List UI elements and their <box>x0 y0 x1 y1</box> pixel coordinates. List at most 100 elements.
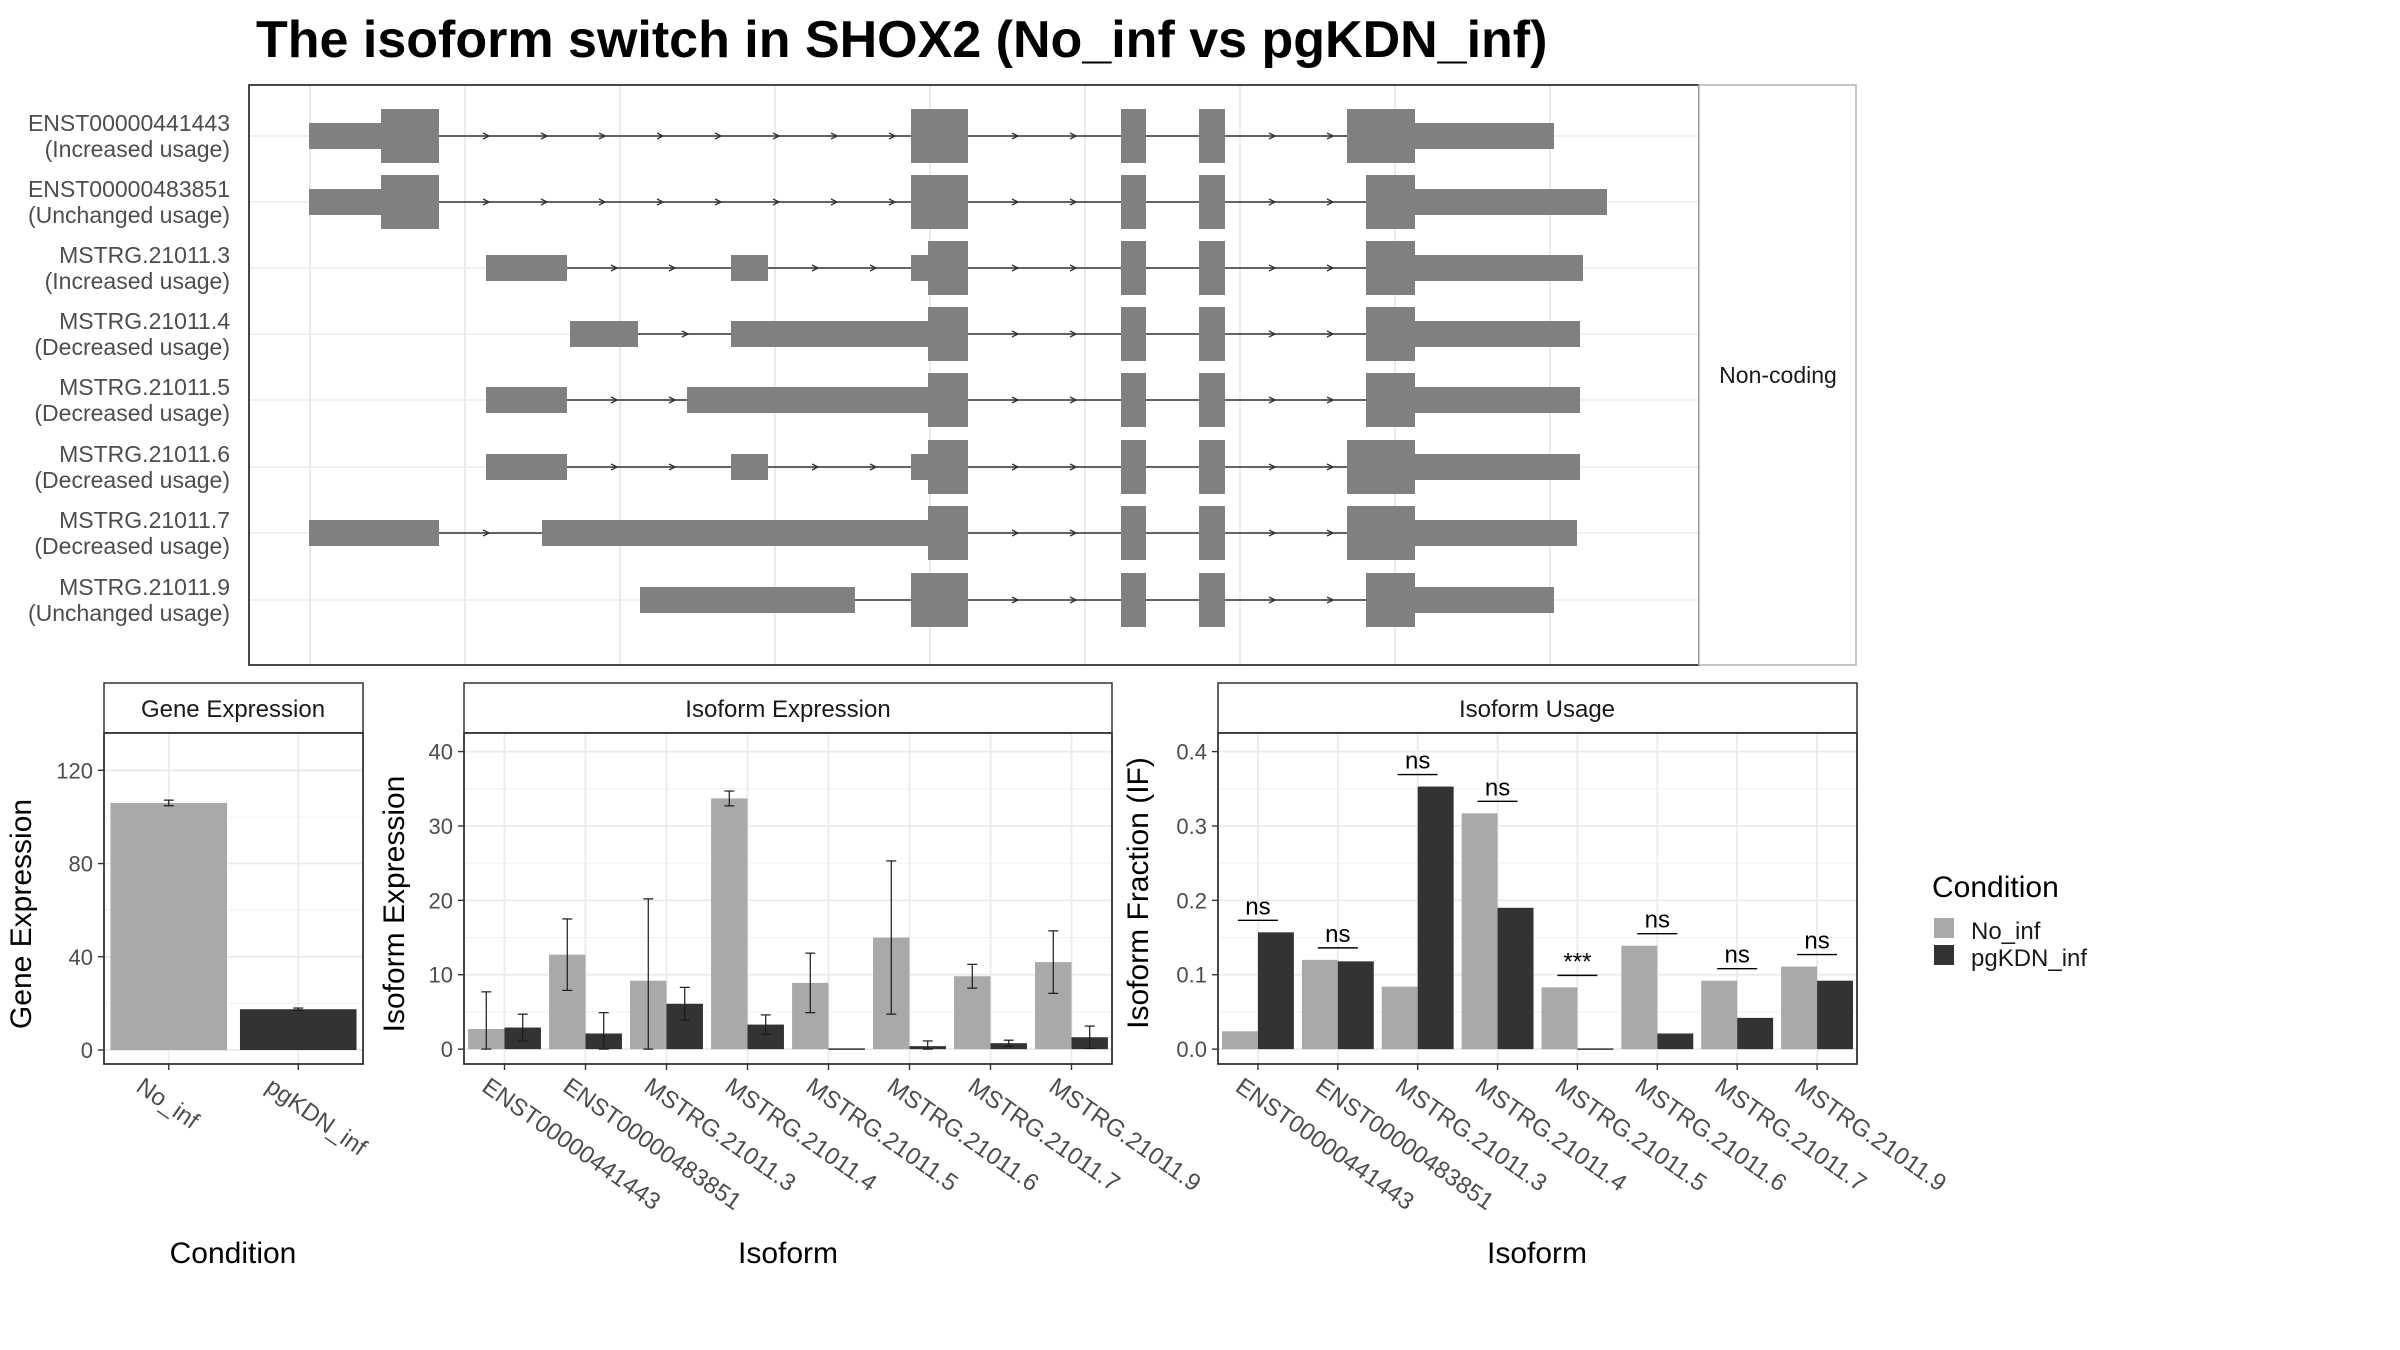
bar-pgkdn-inf <box>1737 1017 1774 1050</box>
isoform-track <box>486 440 1580 494</box>
exon-block <box>1199 175 1225 229</box>
isoform-row-name: MSTRG.21011.7 <box>59 507 230 533</box>
bar-pgkdn-inf <box>1417 786 1454 1050</box>
isoform-expression-strip <box>463 682 1113 734</box>
intron-direction-arrow <box>888 198 897 206</box>
y-tick-label: 120 <box>56 758 93 783</box>
exon-block <box>640 587 855 613</box>
exon-block <box>928 506 968 560</box>
plot-border <box>1217 732 1858 1065</box>
bar-no-inf <box>1701 980 1738 1050</box>
significance-label: ns <box>1645 907 1670 934</box>
exon-block <box>1199 241 1225 295</box>
significance-label: ns <box>1804 928 1829 955</box>
exon-block <box>928 440 968 494</box>
intron-direction-arrow <box>1011 198 1020 206</box>
gene-expression-ylabel: Gene Expression <box>5 799 38 1029</box>
exon-block <box>731 454 768 480</box>
intron-direction-arrow <box>610 264 619 272</box>
y-tick-label: 0.2 <box>1176 888 1207 913</box>
legend-label-pgkdn-inf: pgKDN_inf <box>1971 945 2087 972</box>
exon-block <box>1412 255 1583 281</box>
intron-direction-arrow <box>1011 529 1020 537</box>
isoform-row-name: MSTRG.21011.4 <box>59 308 230 334</box>
isoform-row-status: (Decreased usage) <box>34 533 230 559</box>
y-tick-label: 10 <box>429 963 453 988</box>
intron-direction-arrow <box>610 396 619 404</box>
intron-direction-arrow <box>1069 264 1078 272</box>
y-tick-label: 0.3 <box>1176 814 1207 839</box>
intron-direction-arrow <box>656 198 665 206</box>
isoform-usage-ylabel: Isoform Fraction (IF) <box>1122 757 1155 1029</box>
exon-block <box>1366 573 1415 627</box>
isoform-track <box>309 175 1607 229</box>
intron-direction-arrow <box>1069 132 1078 140</box>
bar-no-inf <box>1221 1031 1258 1050</box>
structure-facet-strip <box>1698 84 1857 666</box>
isoform-usage-title: Isoform Usage <box>1459 696 1615 723</box>
intron-direction-arrow <box>1011 463 1020 471</box>
y-tick-label: 0.1 <box>1176 963 1207 988</box>
intron-direction-arrow <box>668 463 677 471</box>
structure-panel-background <box>249 85 1699 665</box>
gene-expression-xlabel: Condition <box>170 1237 297 1270</box>
intron-direction-arrow <box>714 198 723 206</box>
exon-block <box>1199 573 1225 627</box>
intron-direction-arrow <box>610 463 619 471</box>
intron-direction-arrow <box>869 463 878 471</box>
structure-row-labels: ENST00000441443(Increased usage)ENST0000… <box>28 110 230 626</box>
exon-block <box>486 255 567 281</box>
exon-block <box>1412 454 1580 480</box>
exon-block <box>1412 189 1607 215</box>
x-tick-label: No_inf <box>131 1073 204 1135</box>
exon-block <box>1366 373 1415 427</box>
isoform-row-name: ENST00000483851 <box>28 176 230 202</box>
isoform-row-status: (Unchanged usage) <box>28 600 230 626</box>
intron-direction-arrow <box>1011 596 1020 604</box>
exon-block <box>381 175 439 229</box>
bar-pgkdn-inf <box>1657 1033 1694 1050</box>
isoform-expression-ylabel: Isoform Expression <box>378 776 411 1033</box>
intron-direction-arrow <box>1268 463 1277 471</box>
isoform-expression-plot: 010203040ENST00000441443ENST00000483851M… <box>429 732 1206 1216</box>
legend-key-pgkdn-inf <box>1934 945 1954 965</box>
intron-direction-arrow <box>1268 529 1277 537</box>
isoform-track <box>640 573 1554 627</box>
exon-block <box>1199 440 1225 494</box>
exon-block <box>309 189 384 215</box>
bar-no-inf <box>1461 813 1498 1050</box>
intron-direction-arrow <box>1069 529 1078 537</box>
bar-no-inf <box>1541 987 1578 1050</box>
exon-block <box>1366 241 1415 295</box>
bar-pgkdn-inf <box>1337 961 1374 1050</box>
intron-direction-arrow <box>772 198 781 206</box>
isoform-usage-xlabel: Isoform <box>1487 1237 1587 1270</box>
exon-block <box>1366 175 1415 229</box>
bar-no-inf <box>711 798 748 1050</box>
y-tick-label: 40 <box>429 740 453 765</box>
bar-pgkdn-inf <box>1497 907 1534 1050</box>
intron-direction-arrow <box>1069 463 1078 471</box>
exon-block <box>1121 506 1146 560</box>
intron-direction-arrow <box>598 198 607 206</box>
isoform-row-name: MSTRG.21011.9 <box>59 574 230 600</box>
exon-block <box>1121 307 1146 361</box>
intron-direction-arrow <box>1268 330 1277 338</box>
intron-direction-arrow <box>811 264 820 272</box>
exon-block <box>911 255 930 281</box>
intron-direction-arrow <box>1268 198 1277 206</box>
y-tick-label: 80 <box>69 852 93 877</box>
intron-direction-arrow <box>1326 264 1335 272</box>
intron-direction-arrow <box>1326 396 1335 404</box>
plot-border <box>463 732 1113 1065</box>
gene-expression-strip <box>103 682 364 734</box>
isoform-usage-strip <box>1217 682 1858 734</box>
exon-block <box>486 454 567 480</box>
isoform-row-name: MSTRG.21011.5 <box>59 374 230 400</box>
intron-direction-arrow <box>598 132 607 140</box>
exon-block <box>1412 321 1580 347</box>
exon-block <box>911 454 930 480</box>
isoform-row-status: (Decreased usage) <box>34 334 230 360</box>
intron-direction-arrow <box>830 132 839 140</box>
